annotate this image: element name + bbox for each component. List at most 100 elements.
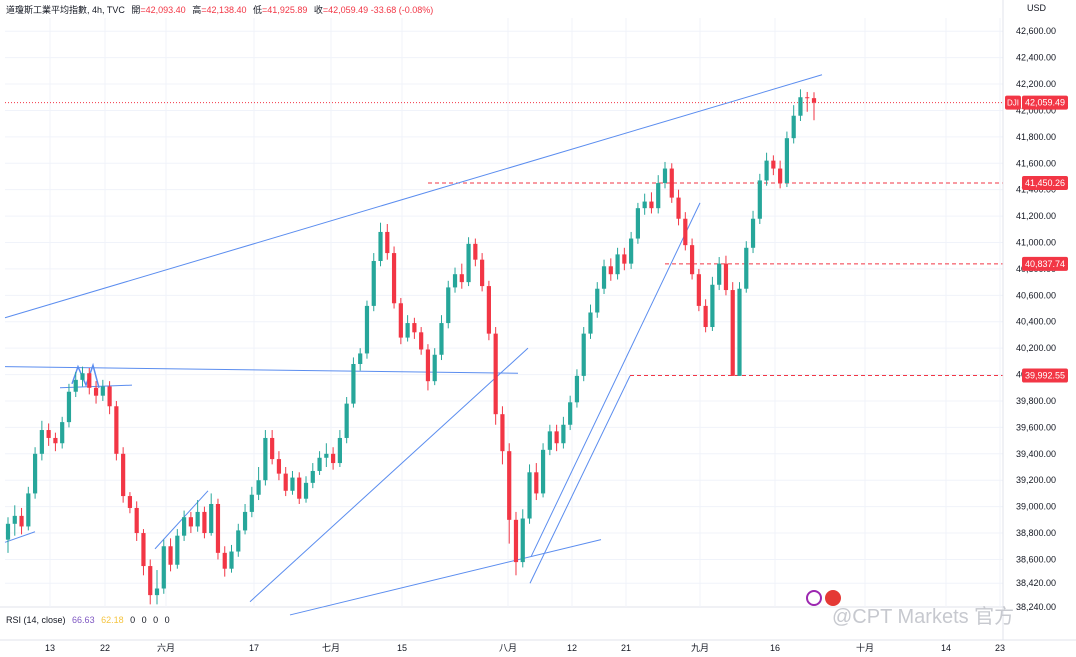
candle-body — [398, 303, 403, 338]
dividend-icon[interactable] — [806, 590, 822, 606]
candle-body — [805, 97, 810, 99]
candle-body — [344, 403, 349, 438]
x-tick-label: 12 — [567, 643, 577, 653]
y-tick-label: 38,420.00 — [1016, 578, 1056, 588]
x-tick-label: 九月 — [691, 643, 709, 653]
candle-body — [635, 208, 640, 239]
candle-body — [676, 197, 681, 219]
candle-body — [493, 333, 498, 415]
candle-body — [730, 290, 735, 376]
candle-body — [432, 354, 437, 382]
trend-lines[interactable] — [4, 74, 823, 616]
y-tick-label: 42,200.00 — [1016, 79, 1056, 89]
y-tick-label: 39,600.00 — [1016, 422, 1056, 432]
time-axis[interactable]: 13 22 六月 17 七月 15 八月 12 21 九月 16 十月 14 23 — [0, 639, 1076, 653]
candle-body — [723, 263, 729, 291]
candle-body — [249, 494, 254, 512]
y-tick-label: 42,400.00 — [1016, 53, 1056, 63]
candle-body — [222, 552, 227, 569]
candle-body — [114, 406, 119, 454]
candle-body — [358, 353, 363, 365]
price-label: 41,450.26 — [1025, 178, 1065, 188]
candle-body — [547, 431, 552, 450]
candle-body — [236, 530, 241, 552]
candle-body — [412, 323, 417, 333]
low-value: =41,925.89 — [262, 5, 308, 15]
price-label-bg — [1022, 95, 1068, 110]
y-tick-label: 38,240.00 — [1016, 602, 1056, 612]
candle-body — [778, 168, 783, 184]
symbol-tag-bg — [1005, 95, 1021, 110]
x-tick-label: 六月 — [157, 642, 175, 653]
candle-body — [473, 243, 478, 260]
candle-body — [297, 477, 302, 499]
trend-line[interactable] — [289, 539, 602, 616]
event-icons[interactable] — [806, 590, 844, 611]
trend-line[interactable] — [529, 375, 631, 584]
candle-body — [486, 286, 491, 334]
candle-body — [649, 201, 654, 209]
low-label: 低 — [253, 5, 263, 15]
candle-body — [588, 312, 593, 334]
symbol-tag: DJI — [1007, 99, 1019, 108]
candle-body — [229, 551, 234, 569]
price-axis[interactable]: 42,600.00 42,400.00 42,200.00 42,000.00 41,8… — [1002, 0, 1068, 640]
trend-line[interactable] — [4, 74, 823, 319]
candle-body — [520, 518, 525, 563]
trend-line[interactable] — [154, 490, 209, 550]
candle-body — [100, 386, 105, 396]
candle-body — [371, 260, 376, 306]
y-tick-label: 41,800.00 — [1016, 132, 1056, 142]
close-value: =42,059.49 — [322, 5, 369, 15]
rsi-value: 66.63 — [72, 615, 95, 625]
candle-body — [5, 523, 11, 540]
watermark: @CPT Markets 官方 — [832, 606, 1015, 628]
price-label: 40,837.74 — [1025, 259, 1065, 269]
candle-body — [561, 424, 566, 444]
trend-line[interactable] — [530, 202, 701, 558]
candle-body — [750, 218, 756, 248]
x-tick-label: 21 — [621, 643, 631, 653]
candle-body — [32, 453, 38, 494]
trend-line[interactable] — [4, 531, 36, 543]
currency-label[interactable]: USD — [1026, 3, 1046, 13]
x-tick-label: 14 — [941, 643, 951, 653]
candle-body — [134, 507, 139, 534]
candle-body — [26, 493, 31, 527]
candle-body — [540, 449, 546, 494]
x-tick-label: 16 — [770, 643, 780, 653]
candle-body — [669, 168, 674, 198]
open-label: 開 — [131, 5, 141, 15]
candle-body — [39, 430, 44, 454]
candle-body — [656, 183, 661, 209]
x-tick-label: 八月 — [499, 643, 517, 653]
price-label: 42,059.49 — [1025, 98, 1065, 108]
y-tick-label: 41,000.00 — [1016, 238, 1056, 248]
candle-body — [662, 168, 668, 184]
candle-body — [337, 437, 342, 464]
y-tick-label: 38,600.00 — [1016, 554, 1056, 564]
price-levels — [5, 102, 1003, 377]
candle-body — [771, 160, 776, 169]
trend-line[interactable] — [4, 366, 519, 374]
candle-body — [195, 511, 200, 527]
y-tick-label: 38,800.00 — [1016, 528, 1056, 538]
candle-body — [19, 515, 24, 527]
candle-body — [554, 431, 559, 444]
trend-line[interactable] — [249, 347, 529, 603]
candle-body — [405, 323, 410, 338]
candle-body — [683, 218, 688, 246]
candle-body — [595, 288, 600, 313]
candle-body — [696, 274, 701, 306]
candle-body — [168, 546, 173, 565]
x-tick-label: 七月 — [322, 643, 340, 653]
candle-body — [148, 566, 153, 596]
rsi-label: RSI (14, close) — [6, 615, 66, 625]
candle-body — [283, 473, 288, 491]
candle-body — [378, 231, 383, 261]
y-tick-label: 39,400.00 — [1016, 449, 1056, 459]
candle-body — [385, 231, 390, 254]
x-tick-label: 23 — [995, 643, 1005, 653]
us-flag-icon[interactable] — [825, 590, 841, 606]
